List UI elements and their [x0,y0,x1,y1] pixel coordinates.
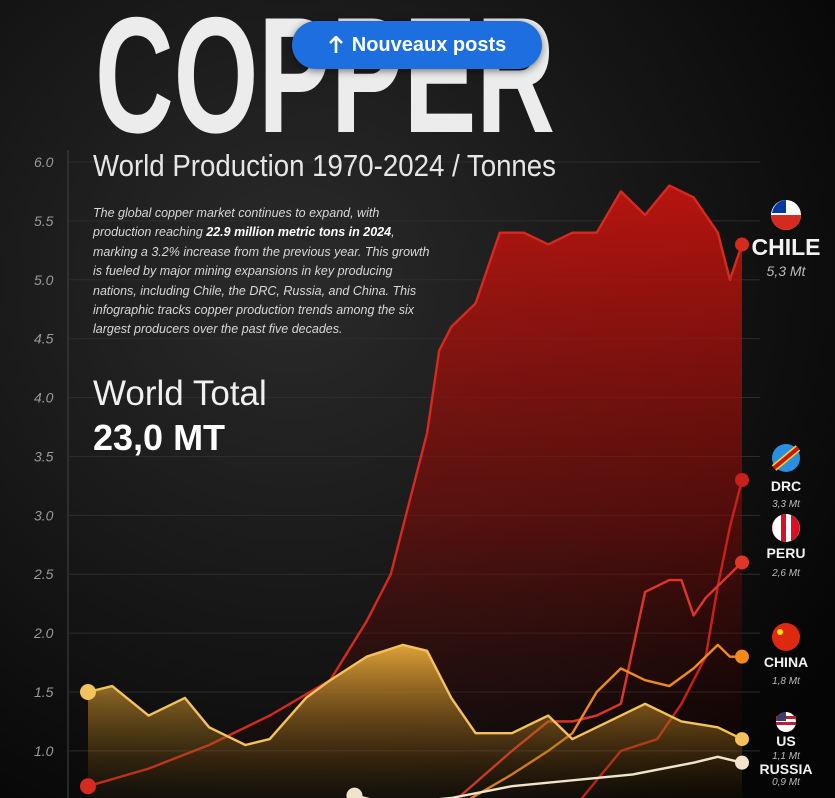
value-label: 1,1 Mt [772,751,801,762]
y-tick-label: 2.5 [33,566,54,582]
flag-us [776,711,796,732]
description-text: , marking a 3.2% increase from the previ… [93,225,430,337]
value-label: 5,3 Mt [767,263,807,279]
description-highlight: 22.9 million metric tons in 2024 [206,225,392,240]
end-marker [735,755,749,770]
start-marker [346,787,363,798]
end-marker [735,555,749,570]
end-marker [735,649,749,664]
legend-label: CHILE [752,234,821,260]
series-area [88,185,742,798]
start-marker [80,684,96,700]
total-label: World Total [93,374,267,413]
arrow-up-icon [328,36,343,53]
y-tick-label: 3.5 [34,448,54,464]
plot [87,184,744,798]
y-tick-label: 2.0 [33,625,54,641]
flags [771,200,801,732]
flag-china [772,623,800,651]
end-marker [735,732,749,747]
total-value: 23,0 MT [93,417,225,458]
flag-chile [771,200,801,230]
value-label: 3,3 Mt [772,499,801,510]
value-label: 2,6 Mt [771,568,801,579]
description: The global copper market continues to ex… [93,204,438,340]
y-tick-label: 5.0 [34,272,54,288]
flag-peru [772,514,800,542]
new-posts-button[interactable]: Nouveaux posts [292,21,542,69]
y-tick-label: 1.0 [34,743,54,759]
description-text: The global copper market continues to ex… [93,206,380,240]
chart-subtitle: World Production 1970-2024 / Tonnes [93,148,556,183]
y-tick-label: 4.5 [34,331,54,347]
y-tick-label: 5.5 [34,213,54,229]
legend-label: CHINA [764,654,808,670]
legend-label: US [776,733,795,749]
series-line [354,755,743,798]
y-tick-label: 1.5 [34,684,54,700]
end-marker [735,237,749,252]
end-marker [735,473,749,487]
y-tick-label: 3.0 [34,507,54,523]
y-tick-label: 6.0 [34,154,54,170]
value-label: 0,9 Mt [772,777,801,788]
button-label[interactable]: Nouveaux posts [351,33,507,56]
legend-label: RUSSIA [760,761,813,777]
start-marker [80,778,96,795]
legend-label: PERU [767,545,806,561]
series-line [87,643,743,747]
legend-label: DRC [771,478,801,494]
series-area [88,644,742,798]
flag-drc [771,444,801,472]
value-label: 1,8 Mt [772,676,801,687]
y-tick-label: 4.0 [34,390,54,406]
series-line [87,184,744,788]
